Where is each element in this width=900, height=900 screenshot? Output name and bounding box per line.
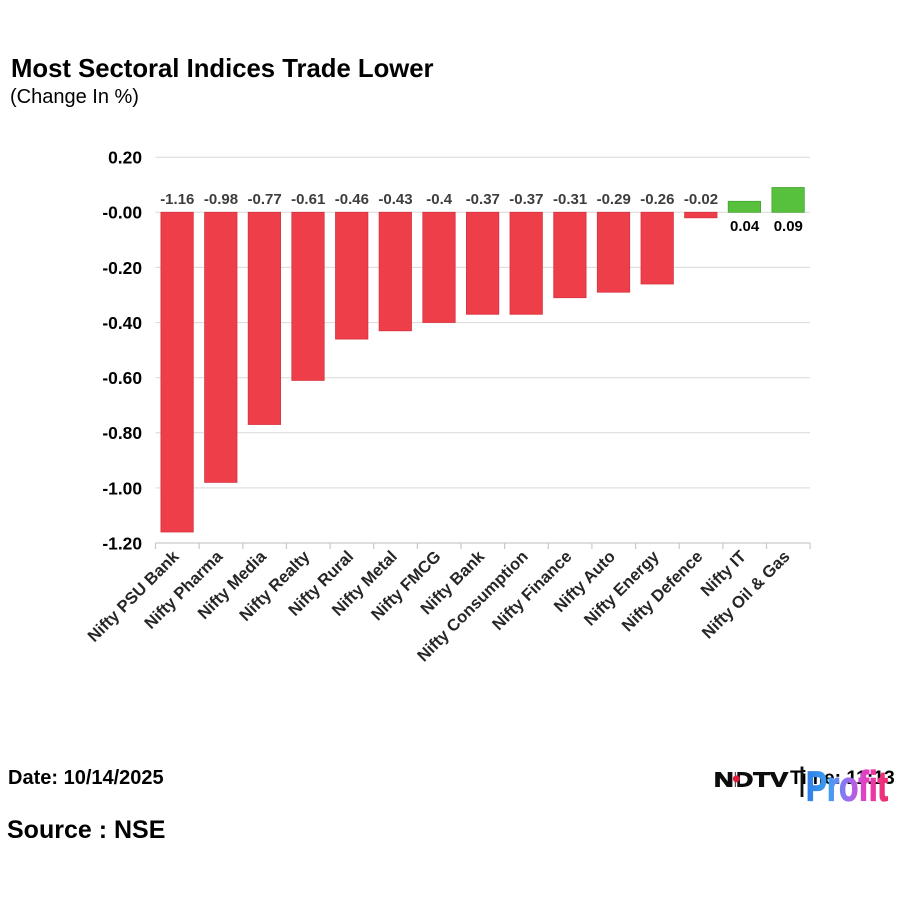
svg-text:-1.20: -1.20 bbox=[102, 533, 142, 553]
svg-text:-0.40: -0.40 bbox=[102, 313, 142, 333]
svg-text:-0.61: -0.61 bbox=[291, 191, 325, 208]
svg-text:(Change In %): (Change In %) bbox=[10, 86, 139, 108]
svg-text:-0.43: -0.43 bbox=[378, 191, 412, 208]
svg-text:Time: 11:13: Time: 11:13 bbox=[790, 768, 895, 789]
svg-text:-0.02: -0.02 bbox=[684, 191, 718, 208]
svg-text:-0.00: -0.00 bbox=[102, 203, 142, 223]
svg-text:0.09: 0.09 bbox=[774, 218, 803, 235]
svg-text:Date: 10/14/2025: Date: 10/14/2025 bbox=[8, 767, 164, 789]
svg-text:-0.77: -0.77 bbox=[247, 191, 281, 208]
svg-text:-0.29: -0.29 bbox=[597, 191, 631, 208]
svg-text:Profit: Profit bbox=[806, 763, 888, 810]
svg-text:-0.80: -0.80 bbox=[102, 423, 142, 443]
svg-text:-0.37: -0.37 bbox=[509, 191, 543, 208]
svg-text:-0.60: -0.60 bbox=[102, 368, 142, 388]
svg-text:-0.46: -0.46 bbox=[335, 191, 369, 208]
svg-text:-0.37: -0.37 bbox=[466, 191, 500, 208]
svg-text:-0.4: -0.4 bbox=[426, 191, 453, 208]
svg-text:-1.00: -1.00 bbox=[102, 478, 142, 498]
svg-text:-0.26: -0.26 bbox=[640, 191, 674, 208]
svg-text:-0.98: -0.98 bbox=[204, 191, 238, 208]
svg-text:0.04: 0.04 bbox=[730, 218, 760, 235]
svg-text:Most Sectoral Indices Trade Lo: Most Sectoral Indices Trade Lower bbox=[11, 55, 434, 83]
svg-text:NDTV: NDTV bbox=[714, 770, 789, 792]
svg-text:0.20: 0.20 bbox=[108, 148, 142, 168]
svg-text:Source : NSE: Source : NSE bbox=[7, 816, 165, 844]
svg-text:-0.20: -0.20 bbox=[102, 258, 142, 278]
svg-text:-1.16: -1.16 bbox=[160, 191, 194, 208]
svg-text:-0.31: -0.31 bbox=[553, 191, 587, 208]
